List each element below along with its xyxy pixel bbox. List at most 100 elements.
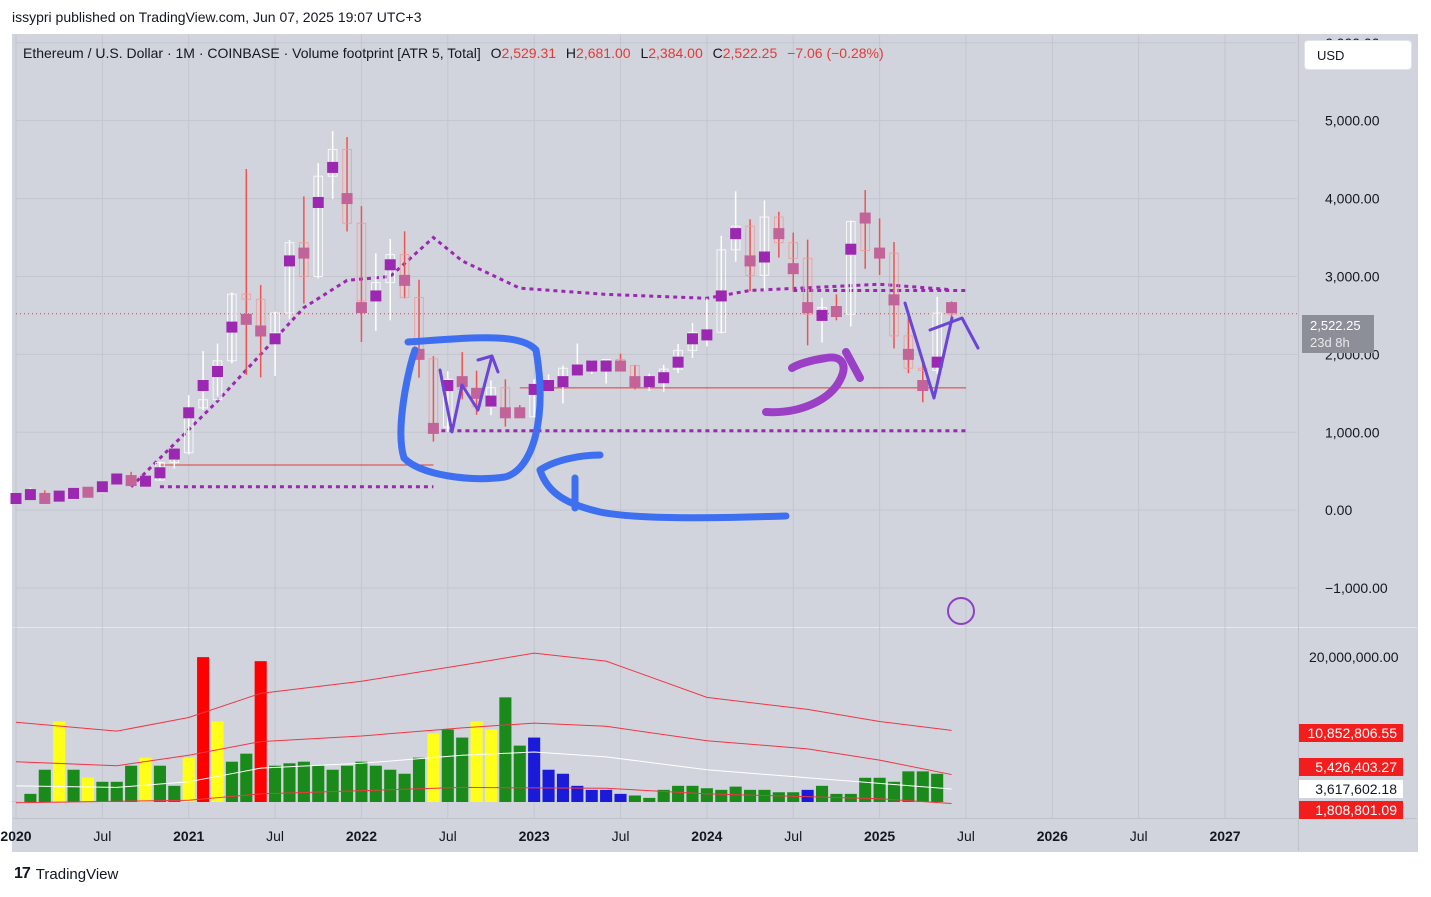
time-axis-tick: Jul	[439, 828, 457, 844]
price-axis-tick: 5,000.00	[1325, 113, 1380, 129]
purple-arrow-right-drawing	[903, 301, 980, 400]
poc-box	[183, 407, 195, 419]
poc-box	[658, 372, 670, 384]
poc-box	[744, 255, 756, 267]
volume-bar	[269, 765, 282, 802]
purple-arrow-left-drawing	[438, 354, 500, 434]
poc-box	[140, 475, 152, 487]
time-axis-tick: 2025	[864, 828, 895, 844]
poc-box	[399, 274, 411, 286]
purple-curve-drawing	[762, 348, 864, 417]
volume-bar	[744, 789, 757, 802]
volume-bar	[542, 769, 555, 802]
currency-button[interactable]: USD	[1304, 40, 1412, 70]
tradingview-logo-text: TradingView	[35, 865, 119, 883]
volume-bar	[355, 761, 368, 802]
volume-bar	[283, 763, 296, 802]
candle-body	[745, 225, 755, 276]
volume-bar	[815, 785, 829, 802]
candle-body	[845, 220, 856, 315]
poc-box	[787, 263, 799, 275]
poc-box	[312, 196, 324, 208]
volume-bar	[470, 721, 483, 802]
poc-box	[859, 212, 871, 224]
volume-bar	[902, 771, 915, 802]
poc-box	[456, 376, 468, 388]
low-value: 2,384.00	[648, 45, 703, 61]
volume-bar	[686, 785, 699, 802]
price-axis-tick: −1,000.00	[1325, 580, 1388, 596]
candle-body	[270, 312, 280, 334]
poc-box	[212, 366, 224, 378]
poc-box	[39, 492, 51, 504]
plot-background	[13, 35, 1297, 818]
poc-box	[125, 475, 137, 487]
volume-bar	[81, 777, 95, 802]
tradingview-mark-icon: 17	[14, 865, 31, 882]
candle-body	[788, 242, 799, 259]
volume-bar	[182, 757, 195, 802]
poc-box	[384, 259, 396, 271]
time-axis-tick: Jul	[93, 828, 111, 844]
volume-bar	[628, 795, 641, 802]
poc-box	[946, 302, 958, 314]
candle-body	[284, 242, 295, 314]
volume-bar	[412, 757, 426, 802]
poc-box	[471, 387, 483, 399]
volume-bar	[643, 797, 656, 802]
poc-box	[543, 380, 555, 392]
open-value: 2,529.31	[501, 45, 557, 61]
poc-box	[701, 329, 713, 341]
volume-bar	[168, 785, 181, 802]
volume-bar	[384, 769, 397, 802]
volume-bar	[398, 773, 411, 802]
volume-bar	[211, 721, 224, 802]
published-by-text: issypri published on TradingView.com, Ju…	[12, 9, 422, 25]
time-axis-tick: Jul	[957, 828, 975, 844]
time-axis-tick: Jul	[266, 828, 284, 844]
poc-box	[355, 302, 367, 314]
volume-bar	[528, 737, 541, 802]
poc-box	[643, 376, 655, 388]
time-axis-tick: 2024	[691, 828, 722, 844]
poc-box	[298, 247, 310, 259]
blue-arrow-drawing	[536, 451, 790, 522]
time-axis-tick: 2022	[346, 828, 377, 844]
poc-box	[874, 247, 886, 259]
time-axis-tick: 2021	[173, 828, 204, 844]
low-label: L	[640, 45, 649, 61]
poc-box	[111, 473, 123, 485]
poc-box	[154, 467, 166, 479]
poc-box	[629, 376, 641, 388]
volume-bar	[672, 785, 685, 802]
volume-bar	[139, 757, 152, 802]
poc-box	[10, 492, 22, 504]
volume-bar	[571, 785, 584, 802]
volume-bar	[772, 792, 785, 802]
poc-box	[413, 348, 425, 360]
high-label: H	[565, 45, 577, 61]
blue-circle-drawing	[397, 334, 544, 483]
volume-bar	[441, 729, 454, 802]
last-price-tag: 2,522.25 23d 8h	[1302, 315, 1374, 353]
volume-bar	[427, 733, 440, 802]
volume-bar	[887, 781, 901, 802]
price-axis-tick: 0.00	[1325, 502, 1352, 518]
poc-box	[528, 383, 540, 395]
poc-box	[802, 302, 814, 314]
poc-box	[514, 407, 526, 419]
tradingview-logo[interactable]: 17 TradingView	[14, 865, 118, 883]
volume-level-tag: 1,808,801.09	[1299, 801, 1403, 819]
volume-bar	[312, 765, 325, 802]
poc-box	[600, 360, 612, 372]
volume-bar	[456, 737, 469, 802]
poc-box	[902, 348, 914, 360]
poc-box	[888, 294, 900, 306]
close-value: 2,522.25	[722, 45, 778, 61]
volume-bar	[340, 765, 354, 802]
price-axis-tick: 1,000.00	[1325, 424, 1380, 440]
volume-bar	[67, 769, 80, 802]
poc-box	[485, 395, 497, 407]
candle-body	[442, 378, 453, 428]
